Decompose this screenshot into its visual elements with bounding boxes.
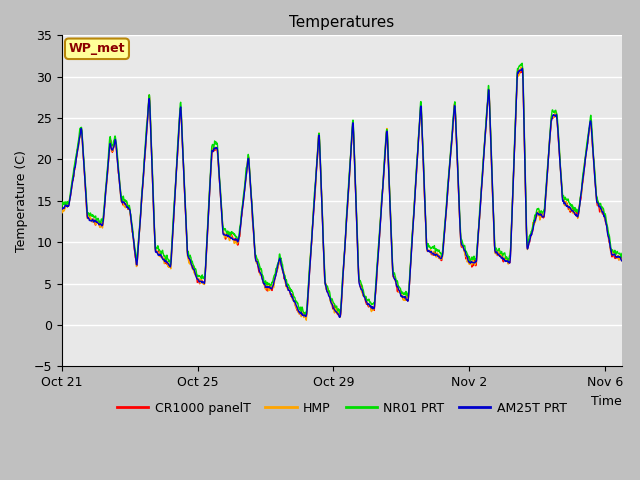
CR1000 panelT	[136, 216, 144, 222]
NR01 PRT	[136, 214, 144, 220]
Line: HMP: HMP	[62, 67, 622, 320]
AM25T PRT	[336, 314, 344, 320]
HMP	[575, 206, 583, 212]
CR1000 panelT	[337, 314, 344, 320]
AM25T PRT	[618, 258, 626, 264]
AM25T PRT	[301, 312, 308, 318]
HMP	[490, 224, 498, 230]
AM25T PRT	[495, 252, 503, 258]
HMP	[495, 252, 503, 258]
NR01 PRT	[272, 266, 280, 272]
Legend: CR1000 panelT, HMP, NR01 PRT, AM25T PRT: CR1000 panelT, HMP, NR01 PRT, AM25T PRT	[112, 396, 572, 420]
NR01 PRT	[301, 312, 309, 317]
HMP	[58, 208, 66, 214]
CR1000 panelT	[495, 252, 503, 258]
AM25T PRT	[575, 206, 583, 212]
CR1000 panelT	[618, 256, 626, 262]
CR1000 panelT	[58, 206, 66, 212]
AM25T PRT	[518, 65, 526, 71]
HMP	[303, 317, 310, 323]
NR01 PRT	[618, 251, 626, 256]
NR01 PRT	[58, 204, 66, 210]
HMP	[272, 268, 280, 274]
CR1000 panelT	[490, 224, 498, 229]
Y-axis label: Temperature (C): Temperature (C)	[15, 150, 28, 252]
Line: AM25T PRT: AM25T PRT	[62, 68, 622, 317]
CR1000 panelT	[575, 208, 583, 214]
NR01 PRT	[490, 221, 498, 227]
Text: WP_met: WP_met	[68, 42, 125, 55]
HMP	[517, 64, 525, 70]
AM25T PRT	[58, 206, 66, 212]
X-axis label: Time: Time	[591, 395, 622, 408]
HMP	[301, 314, 308, 320]
Line: NR01 PRT: NR01 PRT	[62, 63, 622, 314]
NR01 PRT	[301, 310, 308, 316]
HMP	[136, 217, 144, 223]
NR01 PRT	[575, 206, 583, 212]
CR1000 panelT	[272, 271, 280, 277]
NR01 PRT	[495, 246, 503, 252]
HMP	[618, 258, 626, 264]
NR01 PRT	[518, 60, 526, 66]
AM25T PRT	[272, 273, 280, 278]
AM25T PRT	[136, 217, 144, 223]
Line: CR1000 panelT: CR1000 panelT	[62, 70, 622, 317]
CR1000 panelT	[301, 311, 308, 317]
AM25T PRT	[490, 225, 498, 230]
Title: Temperatures: Temperatures	[289, 15, 394, 30]
CR1000 panelT	[514, 67, 522, 72]
